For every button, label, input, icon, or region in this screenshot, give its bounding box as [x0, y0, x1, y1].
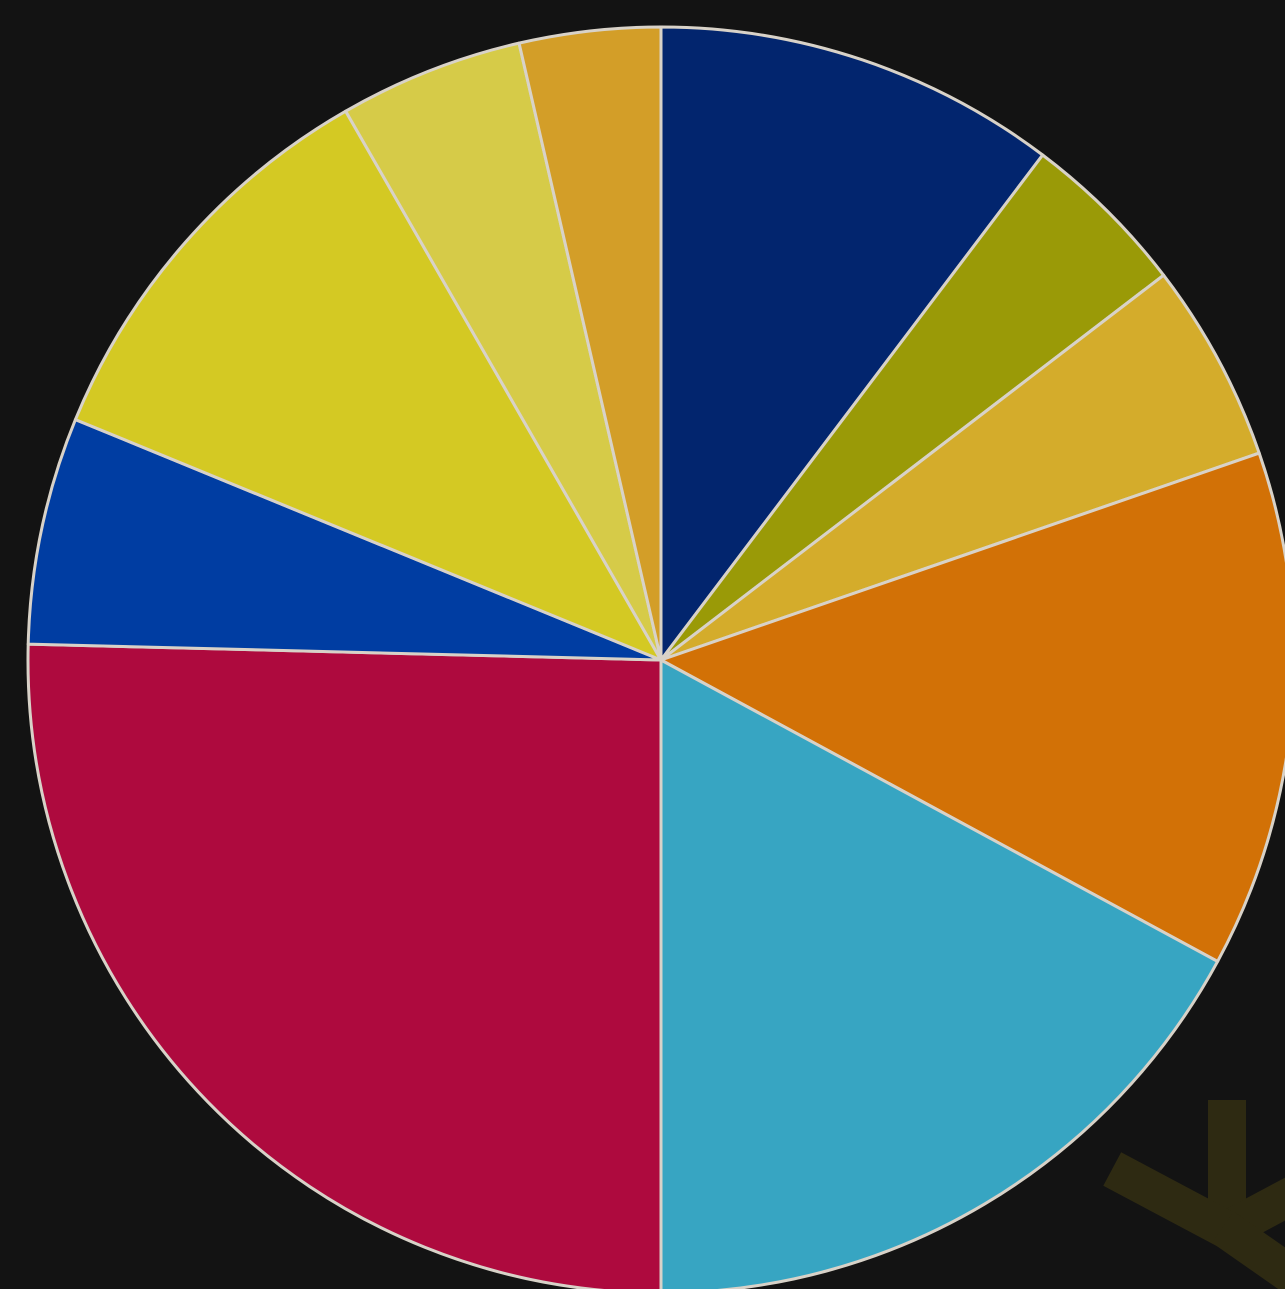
pie-slice-5	[659, 658, 1220, 1289]
pie-slice-4	[659, 451, 1285, 963]
pie-slice-2	[659, 153, 1166, 662]
asterisk-icon	[1085, 1080, 1285, 1289]
pie-slice-6	[26, 642, 663, 1289]
pie-slice-3	[659, 273, 1261, 662]
pie-slice-7	[26, 418, 663, 662]
pie-slice-1	[659, 25, 1045, 662]
pie-slice-8	[73, 109, 663, 662]
pie-slice-9	[344, 41, 663, 662]
pie-slices	[26, 25, 1285, 1289]
pie-slice-10	[517, 25, 663, 662]
